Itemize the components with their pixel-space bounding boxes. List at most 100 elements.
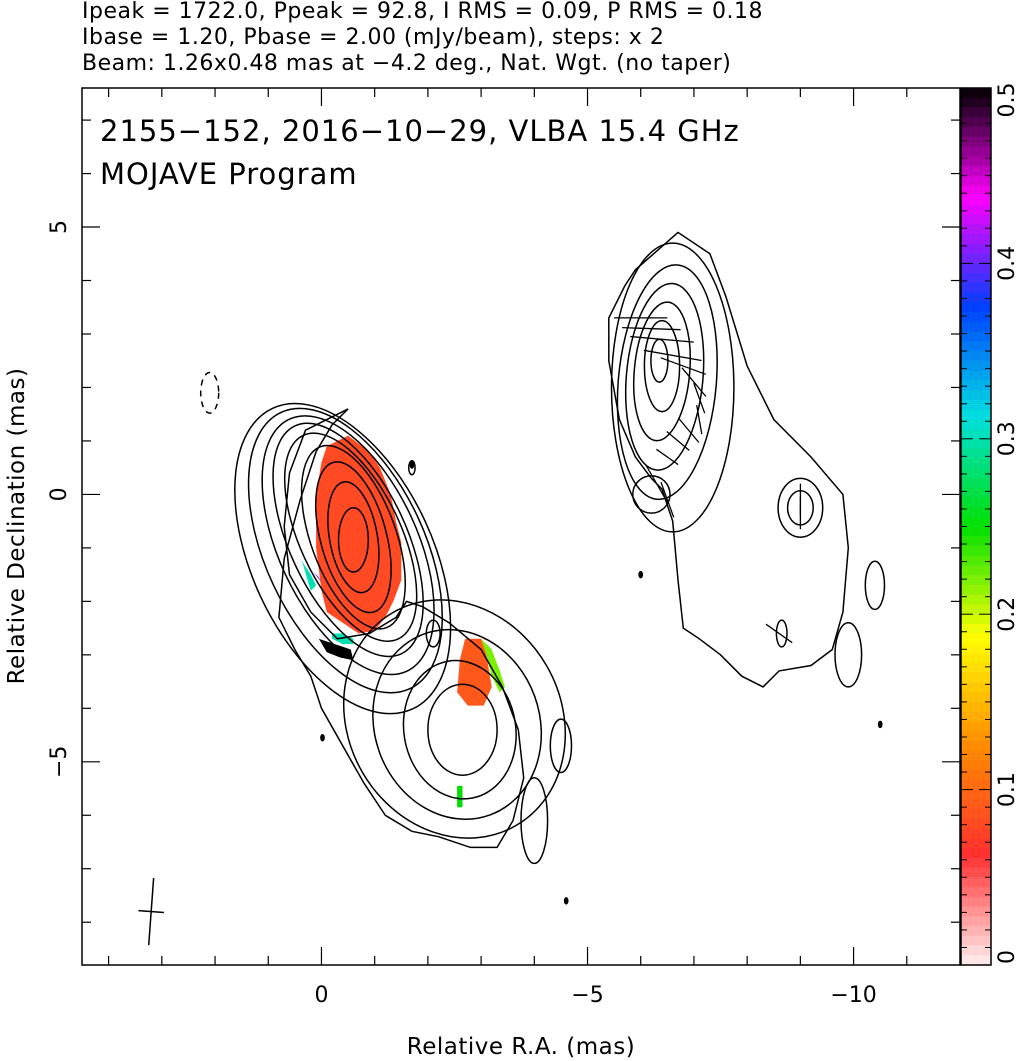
colorbar-tick-label: 0.2 xyxy=(995,597,1020,632)
colorbar-step xyxy=(961,721,991,732)
chart-subtitle: MOJAVE Program xyxy=(100,157,358,191)
colorbar-tick-label: 0.3 xyxy=(995,421,1020,456)
evpa-vector-8 xyxy=(696,404,703,435)
colorbar-step xyxy=(961,429,991,440)
colorbar-step xyxy=(961,487,991,498)
contour-1 xyxy=(234,402,452,715)
colorbar-step xyxy=(961,341,991,352)
colorbar-step xyxy=(961,662,991,674)
evpa-vector-11 xyxy=(656,448,679,466)
colorbar-step xyxy=(961,468,991,479)
colorbar-step xyxy=(961,97,991,109)
plot-frame xyxy=(81,87,961,966)
y-tick-label: −5 xyxy=(47,746,72,778)
evpa-vector-5 xyxy=(660,357,707,375)
colorbar-step xyxy=(961,770,991,781)
beam-minor-axis xyxy=(138,909,164,914)
colorbar-step xyxy=(961,224,991,235)
colorbar-step xyxy=(961,604,991,615)
contour-16 xyxy=(616,264,718,501)
colorbar-step xyxy=(961,331,991,342)
colorbar-step xyxy=(961,507,991,518)
chart-title: 2155−152, 2016−10−29, VLBA 15.4 GHz xyxy=(100,114,740,148)
contour-28 xyxy=(775,619,788,648)
colorbar-step xyxy=(961,896,991,908)
evpa-vector-12 xyxy=(645,464,668,503)
contour-25 xyxy=(834,621,863,688)
colorbar-tick-label: 0.1 xyxy=(995,772,1020,807)
colorbar-step xyxy=(961,887,991,898)
colorbar-step xyxy=(961,88,991,99)
colorbar-step xyxy=(961,740,991,752)
contour-15 xyxy=(610,242,735,533)
colorbar-labels: 0 0.1 0.2 0.3 0.4 0.5 xyxy=(995,83,1020,965)
pol-region-4 xyxy=(294,547,317,591)
contour-3 xyxy=(261,415,435,676)
colorbar-step xyxy=(961,273,991,284)
colorbar-step xyxy=(961,526,991,537)
colorbar-step xyxy=(961,380,991,391)
colorbar-step xyxy=(961,779,991,791)
colorbar-tick-label: 0 xyxy=(995,950,1020,964)
x-axis-label: Relative R.A. (mas) xyxy=(407,1034,635,1060)
colorbar-step xyxy=(961,292,991,303)
colorbar-step xyxy=(961,263,991,274)
colorbar-tick-label: 0.5 xyxy=(995,83,1020,118)
colorbar-step xyxy=(961,809,991,820)
colorbar-step xyxy=(961,282,991,294)
colorbar-step xyxy=(961,360,991,372)
intensity-contours xyxy=(199,231,886,905)
contour-7 xyxy=(314,461,392,614)
evpa-vector-3 xyxy=(630,335,694,343)
header-line-3: Beam: 1.26x0.48 mas at −4.2 deg., Nat. W… xyxy=(82,51,732,76)
contour-8 xyxy=(327,481,380,594)
contour-17 xyxy=(624,282,705,471)
colorbar-step xyxy=(961,516,991,528)
colorbar-step xyxy=(961,448,991,459)
evpa-vector-13 xyxy=(660,481,675,518)
evpa-vector-7 xyxy=(693,382,706,414)
colorbar-step xyxy=(961,838,991,849)
colorbar-step xyxy=(961,672,991,684)
colorbar-step xyxy=(961,633,991,645)
colorbar-step xyxy=(961,692,991,703)
y-tick-label: 0 xyxy=(47,487,72,501)
colorbar-step xyxy=(961,653,991,664)
colorbar-step xyxy=(961,682,991,693)
colorbar-step xyxy=(961,760,991,771)
colorbar-step xyxy=(961,107,991,118)
contour-outer-core xyxy=(278,408,525,849)
colorbar-step xyxy=(961,156,991,167)
contour-speck-1 xyxy=(320,733,325,742)
contour-negative-1 xyxy=(199,371,220,414)
colorbar-step xyxy=(961,877,991,888)
colorbar-step xyxy=(961,818,991,830)
colorbar-step xyxy=(961,312,991,323)
colorbar-step xyxy=(961,711,991,722)
header-line-2: Ibase = 1.20, Pbase = 2.00 (mJy/beam), s… xyxy=(82,25,665,50)
y-tick-label: 5 xyxy=(47,220,72,234)
colorbar-step xyxy=(961,165,991,177)
colorbar-step xyxy=(961,536,991,547)
colorbar-step xyxy=(961,555,991,567)
contour-speck-5 xyxy=(409,461,415,469)
colorbar-step xyxy=(961,584,991,596)
contour-10 xyxy=(342,599,567,839)
colorbar-step xyxy=(961,916,991,927)
colorbar-step xyxy=(961,419,991,430)
contour-9 xyxy=(337,507,370,573)
colorbar-step xyxy=(961,643,991,654)
colorbar-step xyxy=(961,185,991,196)
colorbar-step xyxy=(961,926,991,937)
colorbar-step xyxy=(961,750,991,761)
contour-27 xyxy=(520,777,549,865)
header-line-1: Ipeak = 1722.0, Ppeak = 92.8, I RMS = 0.… xyxy=(82,0,763,24)
axis-ticks xyxy=(82,88,960,965)
colorbar-step xyxy=(961,614,991,625)
colorbar-step xyxy=(961,390,991,401)
colorbar-step xyxy=(961,243,991,255)
evpa-vector-10 xyxy=(666,431,690,451)
colorbar-step xyxy=(961,126,991,138)
contour-24 xyxy=(864,560,886,611)
pol-region-3 xyxy=(481,638,505,693)
